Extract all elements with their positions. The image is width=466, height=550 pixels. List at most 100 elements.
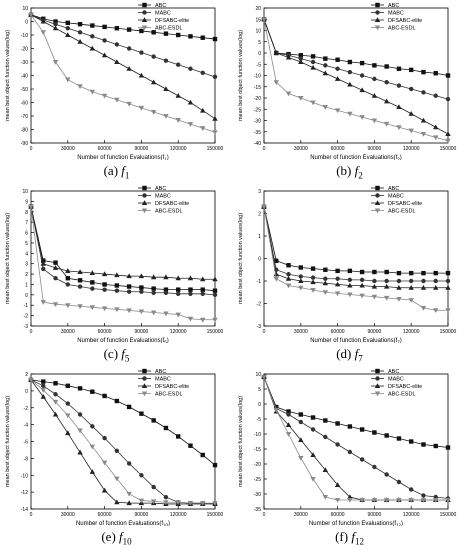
data-point (77, 269, 83, 274)
data-point (445, 445, 451, 450)
data-point (138, 105, 145, 111)
series-line-mabc (263, 206, 448, 282)
data-point (347, 424, 353, 429)
data-point (371, 92, 378, 98)
data-point (89, 305, 96, 311)
series-markers-dfsabc-elite (261, 203, 451, 290)
legend-label: MABC (388, 11, 404, 17)
data-point (151, 30, 156, 35)
data-point (212, 292, 218, 298)
legend-marker (375, 2, 380, 8)
data-point (433, 498, 439, 503)
data-point (151, 286, 156, 291)
legend-marker (374, 391, 381, 397)
data-point (102, 24, 107, 30)
data-point (151, 484, 156, 490)
data-point (176, 287, 181, 292)
series-line-abc-esdl (30, 14, 216, 133)
data-point (28, 377, 34, 383)
data-point (420, 117, 427, 123)
y-tick-label: -90 (21, 141, 28, 147)
caption-letter: (f) (335, 529, 352, 544)
data-point (126, 65, 132, 71)
series-markers-mabc (28, 377, 218, 507)
data-point (298, 274, 303, 279)
chart-svg: 0 30000 60000 90000 120000 150000 10 0 -10 -20 -30… (5, 2, 224, 162)
data-point (114, 42, 120, 47)
data-point (114, 476, 120, 482)
x-tick-label: 30000 (294, 512, 308, 518)
y-tick-label: -30 (254, 119, 261, 125)
legend-marker (142, 376, 147, 381)
data-point (384, 433, 389, 438)
series-line-abc-esdl (263, 376, 448, 501)
series-line-mabc (30, 379, 216, 505)
data-point (335, 57, 340, 62)
data-point (396, 83, 402, 88)
data-point (396, 270, 402, 276)
data-point (150, 109, 157, 115)
data-point (323, 63, 328, 68)
data-point (396, 297, 402, 302)
data-point (126, 284, 132, 289)
data-point (28, 204, 34, 210)
data-point (28, 12, 34, 18)
data-point (212, 288, 218, 293)
data-point (150, 310, 157, 316)
data-point (41, 266, 46, 272)
legend-marker (374, 25, 381, 31)
data-point (126, 101, 132, 107)
x-tick-label: 90000 (367, 146, 381, 152)
data-point (420, 306, 427, 311)
legend-label: ABC-ESDL (388, 392, 416, 398)
data-point (90, 424, 95, 429)
data-point (89, 444, 96, 450)
series-markers-abc-esdl (28, 12, 218, 135)
data-point (114, 307, 120, 313)
y-tick-label: 3 (258, 189, 261, 195)
data-point (420, 132, 427, 137)
data-point (212, 317, 218, 323)
data-point (445, 96, 451, 102)
y-tick-label: -35 (254, 507, 261, 513)
data-point (188, 443, 193, 448)
series-line-abc-esdl (263, 206, 448, 311)
data-point (285, 91, 292, 97)
data-point (77, 284, 83, 289)
caption-function: f (119, 529, 123, 544)
data-point (163, 500, 169, 506)
y-tick-label: -20 (254, 462, 261, 468)
series-line-abc (30, 14, 216, 40)
caption-function: f (121, 346, 125, 361)
data-point (101, 271, 108, 277)
data-point (200, 452, 205, 458)
series-markers-mabc (28, 204, 218, 298)
data-point (396, 284, 402, 290)
data-point (371, 283, 378, 289)
panel-caption: (d) f7 (233, 346, 466, 364)
data-point (77, 38, 83, 44)
data-point (89, 89, 96, 95)
data-point (286, 409, 291, 414)
data-point (421, 90, 426, 95)
data-point (445, 278, 451, 284)
series-markers-abc-esdl (261, 375, 451, 503)
data-point (77, 22, 83, 27)
series-line-abc (263, 376, 449, 448)
data-point (408, 298, 414, 303)
plot-frame (30, 373, 216, 510)
data-point (176, 62, 181, 67)
legend-label: ABC-ESDL (155, 209, 183, 215)
y-tick-label: 10 (255, 372, 261, 378)
data-point (335, 66, 340, 71)
data-point (298, 285, 304, 291)
data-point (433, 278, 438, 284)
data-point (138, 498, 145, 504)
data-point (408, 498, 414, 503)
y-tick-label: -8 (24, 456, 29, 462)
series-line-mabc (30, 14, 216, 78)
data-point (151, 418, 156, 423)
series-markers-dfsabc-elite (28, 11, 218, 121)
data-point (101, 93, 108, 99)
x-tick-label: 30000 (61, 512, 75, 518)
